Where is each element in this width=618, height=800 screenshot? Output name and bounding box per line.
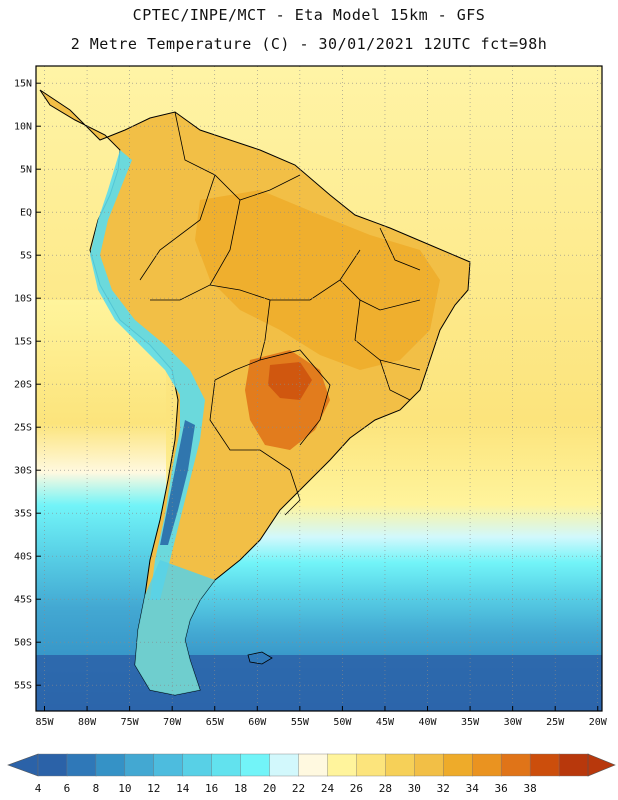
andes-coldest-band xyxy=(160,420,195,545)
colorbar-low-arrow xyxy=(7,753,39,777)
lon-tick-label: 55W xyxy=(291,717,310,728)
lat-tick-label: 15N xyxy=(14,79,32,90)
lat-tick-label: 30S xyxy=(14,466,32,477)
lon-tick-label: 20W xyxy=(589,717,608,728)
lon-tick-label: 65W xyxy=(206,717,225,728)
lat-tick-label: 35S xyxy=(14,509,32,520)
latitude-labels: 15N 10N 5N EQ 5S 10S 15S 20S 25S 30S 35S 40S 45S 50S 5… xyxy=(14,79,41,692)
colorbar-label: 10 xyxy=(118,782,131,795)
lon-tick-label: 45W xyxy=(376,717,395,728)
colorbar-label: 8 xyxy=(93,782,100,795)
colorbar-high-arrow xyxy=(587,753,616,777)
pantanal-hot-zone xyxy=(245,350,330,450)
colorbar-swatch xyxy=(269,753,300,777)
lat-tick-label: 10N xyxy=(14,122,32,133)
colorbar-label: 32 xyxy=(437,782,450,795)
lat-tick-label: 50S xyxy=(14,638,32,649)
colorbar-swatch xyxy=(443,753,473,777)
lon-tick-label: 50W xyxy=(333,717,352,728)
lon-tick-label: 30W xyxy=(504,717,523,728)
lon-tick-label: 25W xyxy=(546,717,565,728)
lon-tick-label: 40W xyxy=(418,717,437,728)
lat-tick-label: 55S xyxy=(14,681,32,692)
lon-tick-label: 70W xyxy=(163,717,182,728)
colorbar-swatch xyxy=(240,753,271,777)
colorbar-swatch xyxy=(327,753,358,777)
colorbar-swatch xyxy=(298,753,329,777)
lat-tick-label: 25S xyxy=(14,423,32,434)
lat-tick-label: 40S xyxy=(14,552,32,563)
lon-tick-label: 85W xyxy=(35,717,54,728)
colorbar-swatch xyxy=(472,753,502,777)
country-borders xyxy=(139,111,421,516)
colorbar-labels: 4 6 8 10 12 14 16 18 20 22 24 26 28 30 32 34 36 38 xyxy=(35,782,537,795)
colorbar-swatch xyxy=(95,753,126,777)
falkland-islands xyxy=(247,651,273,665)
lat-tick-label: 15S xyxy=(14,337,32,348)
colorbar-label: 6 xyxy=(64,782,71,795)
patagonia-cool-zone xyxy=(135,560,215,695)
colorbar-swatch xyxy=(385,753,416,777)
colorbar-swatch xyxy=(558,753,589,777)
colorbar-swatch xyxy=(356,753,387,777)
colorbar-label: 20 xyxy=(263,782,276,795)
colorbar xyxy=(7,753,616,777)
colorbar-swatch xyxy=(37,753,68,777)
colorbar-label: 4 xyxy=(35,782,42,795)
lon-tick-label: 80W xyxy=(78,717,97,728)
longitude-labels: 85W 80W 75W 70W 65W 60W 55W 50W 45W 40W 35W 30W 25W 2… xyxy=(35,706,608,728)
lat-tick-label: 20S xyxy=(14,380,32,391)
lon-tick-label: 60W xyxy=(248,717,267,728)
colorbar-swatch xyxy=(211,753,242,777)
amazon-warm-zone xyxy=(195,190,440,370)
colorbar-label: 28 xyxy=(379,782,392,795)
colorbar-label: 26 xyxy=(350,782,363,795)
southern-ocean-band xyxy=(36,655,602,711)
chart-title: CPTEC/INPE/MCT - Eta Model 15km - GFS xyxy=(132,6,486,24)
colorbar-label: 14 xyxy=(176,782,190,795)
lat-tick-label: 5N xyxy=(20,165,32,176)
lat-tick-label: 45S xyxy=(14,595,32,606)
map-frame xyxy=(35,65,603,712)
lon-tick-label: 75W xyxy=(121,717,140,728)
colorbar-swatch xyxy=(529,753,560,777)
lat-tick-label: 5S xyxy=(20,251,32,262)
colorbar-swatch xyxy=(66,753,97,777)
colorbar-swatch xyxy=(124,753,155,777)
colorbar-swatch xyxy=(182,753,213,777)
paraguay-hot-core xyxy=(268,362,312,400)
colorbar-swatch xyxy=(414,753,444,777)
colorbar-label: 30 xyxy=(408,782,421,795)
colorbar-label: 22 xyxy=(292,782,305,795)
colorbar-label: 18 xyxy=(234,782,247,795)
colorbar-label: 34 xyxy=(466,782,480,795)
lat-tick-label: 10S xyxy=(14,294,32,305)
colorbar-label: 24 xyxy=(321,782,335,795)
chart-subtitle: 2 Metre Temperature (C) - 30/01/2021 12U… xyxy=(70,35,548,53)
lat-tick-label: EQ xyxy=(20,208,32,219)
colorbar-swatch xyxy=(500,753,531,777)
colorbar-label: 36 xyxy=(495,782,508,795)
colorbar-label: 38 xyxy=(523,782,536,795)
colorbar-swatch xyxy=(153,753,184,777)
colorbar-label: 16 xyxy=(205,782,218,795)
colorbar-label: 12 xyxy=(147,782,160,795)
lon-tick-label: 35W xyxy=(461,717,480,728)
